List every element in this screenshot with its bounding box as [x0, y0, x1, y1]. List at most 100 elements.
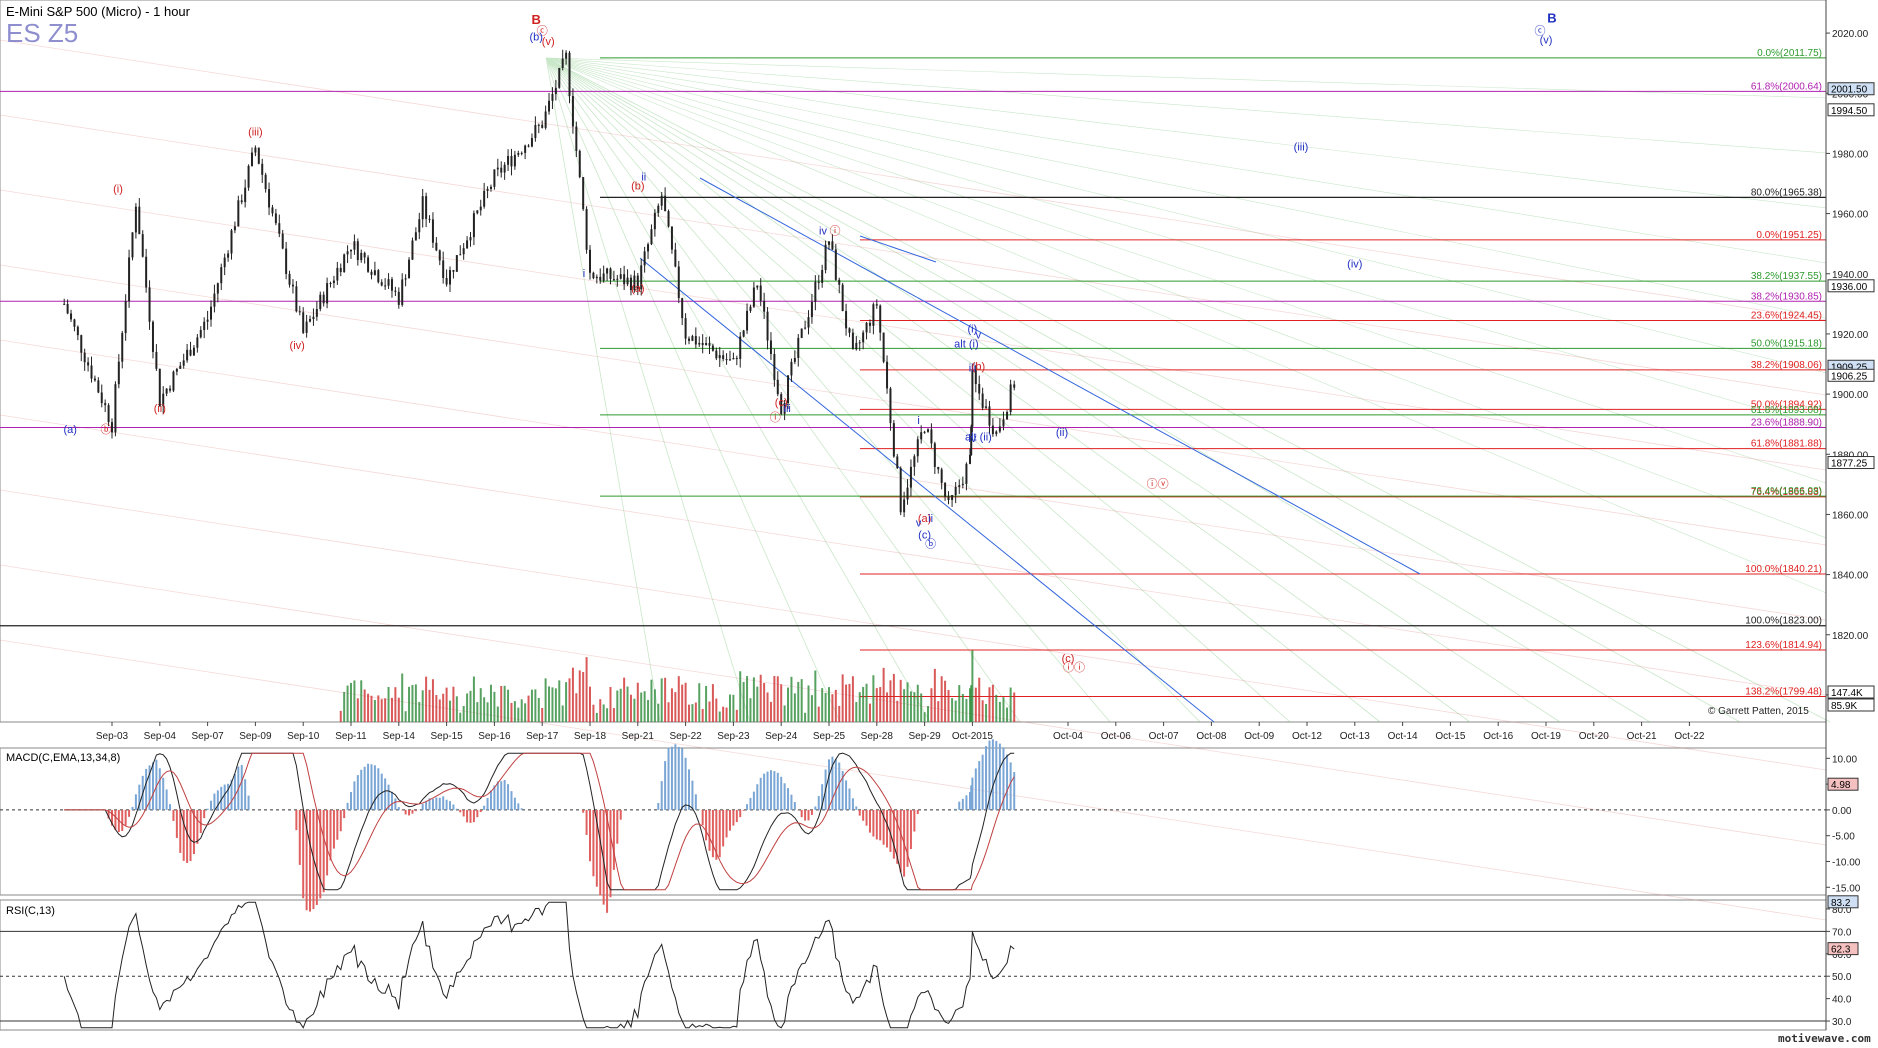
macd-hist-bar — [742, 809, 745, 811]
fan-line — [545, 57, 841, 723]
fan-line — [545, 57, 1201, 723]
fib-label: 61.8%(1881.88) — [1751, 439, 1822, 450]
volume-bar — [821, 688, 824, 722]
macd-hist-bar — [589, 809, 591, 862]
price-tag-label: 1909.25 — [1831, 362, 1868, 373]
volume-bar — [722, 706, 725, 722]
macd-hist-bar — [981, 754, 984, 810]
candle-body — [138, 206, 141, 235]
volume-bar — [534, 689, 537, 722]
x-tick-label: Sep-28 — [861, 731, 894, 742]
macd-hist-bar — [817, 796, 820, 810]
price-panel-frame — [0, 0, 1827, 723]
candle-body — [991, 425, 994, 435]
macd-hist-bar — [435, 797, 438, 810]
candle-body — [589, 249, 591, 273]
candle-body — [629, 277, 632, 291]
candle-body — [274, 213, 277, 224]
macd-hist-bar — [814, 806, 817, 810]
macd-hist-bar — [329, 809, 332, 861]
macd-hist-bar — [377, 768, 380, 810]
volume-bar — [838, 705, 841, 722]
volume-bar — [602, 704, 605, 722]
candle-body — [790, 361, 793, 376]
candle-body — [947, 496, 950, 500]
fan-line — [545, 57, 661, 723]
macd-hist-bar — [513, 797, 516, 810]
candle-body — [319, 294, 322, 310]
candle-body — [244, 187, 247, 203]
macd-hist-bar — [459, 809, 462, 813]
fan-line — [545, 57, 1471, 723]
x-tick-label: Oct-16 — [1483, 731, 1513, 742]
volume-bar — [404, 711, 407, 722]
candle-body — [428, 218, 431, 220]
candle-body — [414, 232, 417, 241]
candle-body — [969, 454, 972, 464]
fib-label: 80.0%(1965.38) — [1751, 187, 1822, 198]
candle-body — [489, 186, 492, 189]
y-tick-label: 1940.00 — [1832, 270, 1869, 281]
macd-hist-bar — [769, 770, 772, 810]
macd-hist-bar — [725, 809, 728, 838]
macd-hist-bar — [1002, 747, 1005, 810]
candle-body — [834, 249, 837, 280]
macd-hist-bar — [370, 764, 373, 810]
macd-hist-bar — [845, 780, 848, 810]
macd-hist-bar — [773, 771, 776, 810]
x-tick-label: Oct-04 — [1053, 731, 1083, 742]
macd-hist-bar — [421, 803, 424, 810]
x-tick-label: Oct-08 — [1196, 731, 1226, 742]
volume-bar — [339, 710, 342, 722]
macd-hist-bar — [988, 740, 991, 810]
candle-body — [442, 260, 445, 278]
candle-body — [875, 304, 878, 306]
volume-bar — [592, 704, 595, 722]
macd-hist-bar — [114, 809, 117, 831]
volume-bar — [633, 698, 636, 722]
x-tick-label: Oct-22 — [1674, 731, 1704, 742]
fan-line — [546, 57, 1827, 594]
volume-bar — [698, 683, 701, 722]
candle-body — [431, 219, 434, 243]
wave-label: (i) — [113, 184, 123, 196]
candle-body — [513, 154, 516, 167]
macd-hist-bar — [807, 809, 810, 821]
x-tick-label: Oct-14 — [1388, 731, 1418, 742]
candle-body — [394, 290, 397, 292]
x-tick-label: Oct-15 — [1435, 731, 1465, 742]
candle-body — [445, 277, 448, 285]
volume-bar — [872, 675, 875, 722]
macd-hist-bar — [165, 789, 168, 810]
wave-label: iii — [784, 403, 791, 415]
candle-body — [892, 423, 895, 457]
macd-hist-bar — [732, 809, 735, 826]
volume-bar — [558, 680, 561, 722]
volume-bar — [619, 688, 622, 722]
candle-body — [100, 392, 103, 404]
candle-body — [227, 253, 230, 258]
candle-body — [715, 350, 718, 359]
candle-body — [626, 277, 629, 285]
candle-body — [548, 100, 551, 112]
macd-hist-bar — [520, 808, 523, 810]
candle-body — [848, 328, 851, 333]
volume-bar — [688, 704, 691, 722]
volume-bar — [776, 676, 779, 722]
rsi-last-value-box — [1827, 942, 1859, 956]
volume-bar — [664, 677, 667, 722]
candle-body — [298, 311, 301, 313]
candle-body — [240, 200, 243, 203]
macd-hist-bar — [500, 781, 503, 810]
macd-hist-bar — [486, 798, 489, 810]
volume-bar — [455, 696, 458, 722]
fan-line — [546, 57, 1827, 539]
candle-body — [384, 285, 387, 287]
volume-bar — [879, 687, 882, 722]
chart-title: E-Mini S&P 500 (Micro) - 1 hour — [6, 4, 190, 19]
volume-bar — [370, 695, 373, 722]
fan-line — [546, 57, 1827, 264]
volume-bar — [394, 687, 397, 722]
volume-bar — [978, 677, 981, 722]
candle-body — [633, 275, 636, 291]
